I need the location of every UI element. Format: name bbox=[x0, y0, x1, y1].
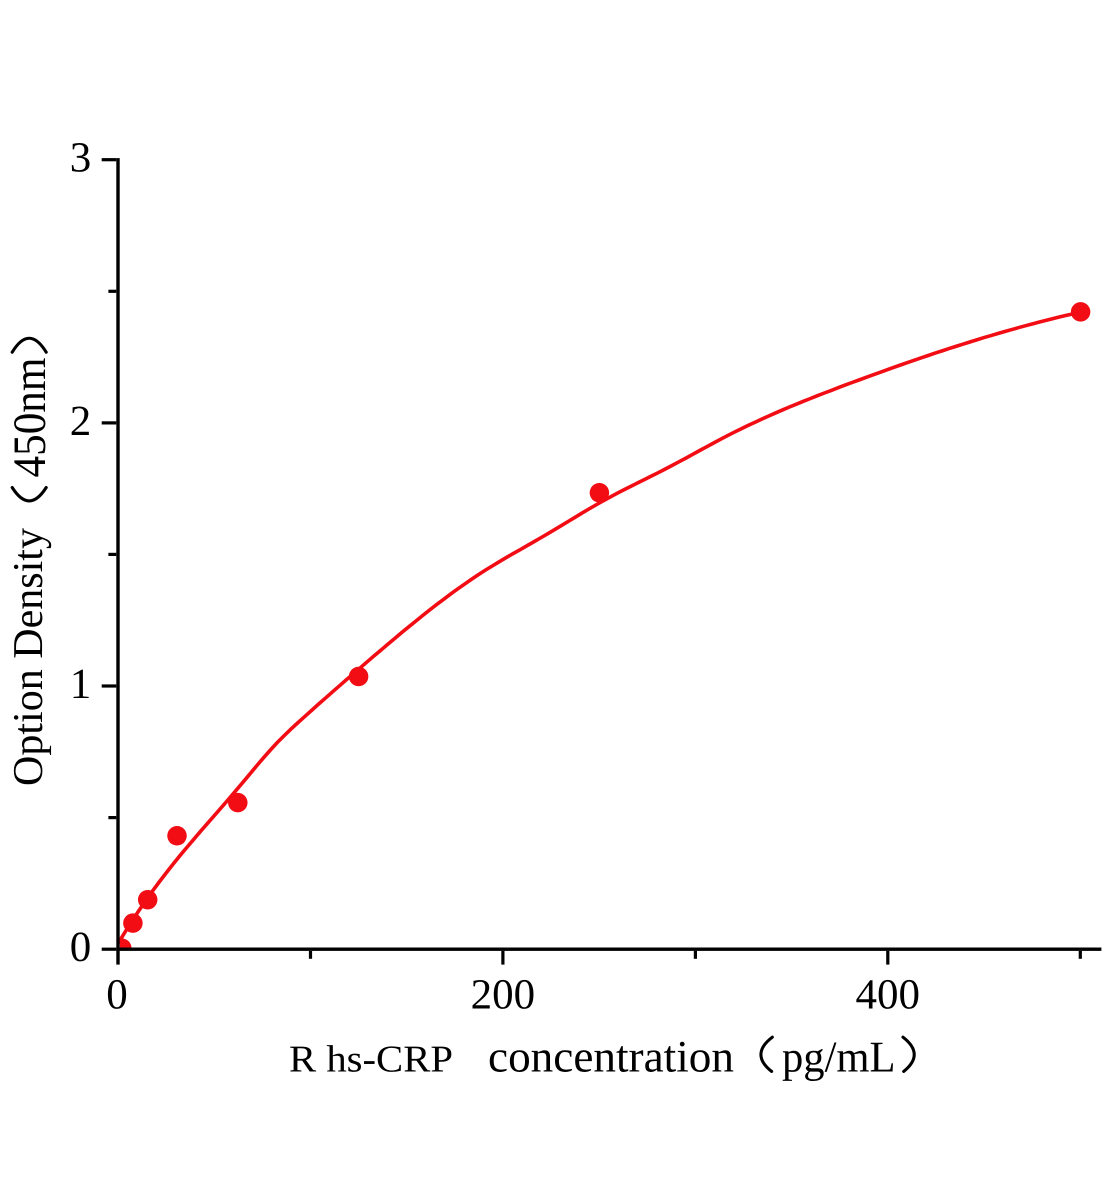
svg-text:concentration: concentration bbox=[488, 1032, 734, 1082]
svg-text:R hs-CRP: R hs-CRP bbox=[289, 1039, 453, 1081]
svg-text:pg/mL: pg/mL bbox=[782, 1033, 896, 1082]
svg-text:200: 200 bbox=[471, 971, 536, 1018]
svg-text:2: 2 bbox=[70, 398, 92, 445]
svg-text:1: 1 bbox=[70, 661, 92, 708]
svg-text:400: 400 bbox=[856, 971, 921, 1018]
svg-text:3: 3 bbox=[70, 135, 92, 182]
svg-text:Option Density: Option Density bbox=[5, 527, 52, 786]
svg-text:0: 0 bbox=[106, 971, 128, 1018]
svg-text:450nm: 450nm bbox=[5, 358, 56, 478]
svg-text:0: 0 bbox=[70, 924, 92, 971]
